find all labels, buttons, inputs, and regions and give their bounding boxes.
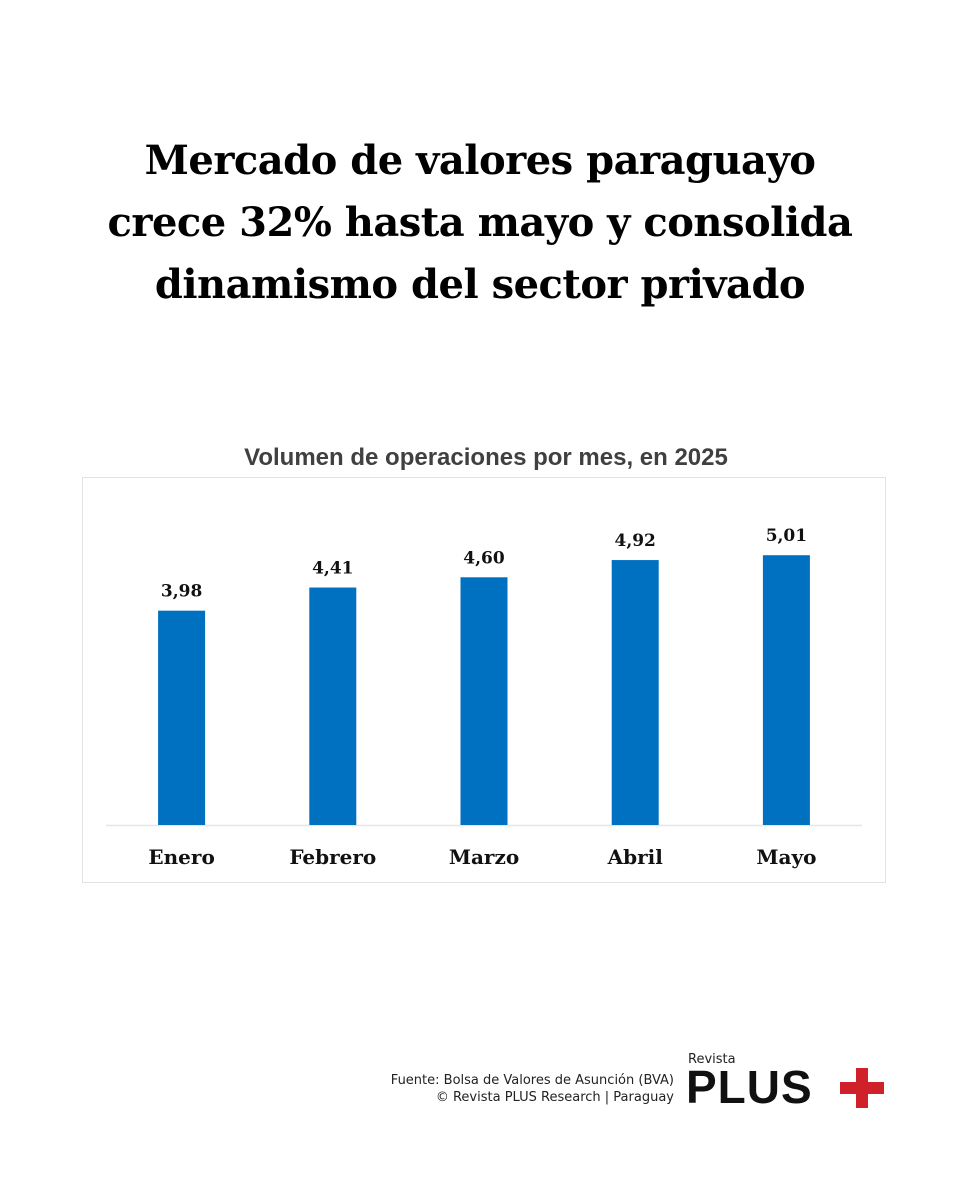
x-tick-label-enero: Enero xyxy=(148,845,214,869)
x-tick-label-abril: Abril xyxy=(607,845,664,869)
plus-cross-icon xyxy=(840,1068,884,1108)
headline-line-3: dinamismo del sector privado xyxy=(154,261,806,308)
logo-revista-text: Revista xyxy=(688,1052,736,1067)
bar-mayo xyxy=(762,555,810,825)
chart-title: Volumen de operaciones por mes, en 2025 xyxy=(244,444,728,471)
copyright-text: © Revista PLUS Research | Paraguay xyxy=(435,1090,674,1105)
footer-credits: Fuente: Bolsa de Valores de Asunción (BV… xyxy=(391,1072,674,1106)
bar-febrero xyxy=(309,587,357,825)
source-text: Fuente: Bolsa de Valores de Asunción (BV… xyxy=(390,1073,674,1088)
bar-abril xyxy=(611,560,659,825)
bar-marzo xyxy=(460,577,508,825)
x-tick-label-marzo: Marzo xyxy=(449,845,519,869)
bar-enero xyxy=(158,610,206,825)
data-label-mayo: 5,01 xyxy=(766,526,807,546)
logo-plus-text: PLUS xyxy=(686,1061,813,1113)
plus-cross-vertical xyxy=(856,1068,868,1108)
chart-frame xyxy=(82,477,886,883)
data-label-abril: 4,92 xyxy=(614,531,655,551)
x-tick-label-mayo: Mayo xyxy=(756,845,816,869)
data-label-marzo: 4,60 xyxy=(463,548,505,568)
headline-line-2: crece 32% hasta mayo y consolida xyxy=(107,199,853,246)
headline: Mercado de valores paraguayo crece 32% h… xyxy=(0,130,960,316)
x-tick-label-febrero: Febrero xyxy=(289,845,376,869)
data-label-enero: 3,98 xyxy=(161,582,202,602)
data-label-febrero: 4,41 xyxy=(312,559,353,579)
headline-line-1: Mercado de valores paraguayo xyxy=(144,137,816,184)
